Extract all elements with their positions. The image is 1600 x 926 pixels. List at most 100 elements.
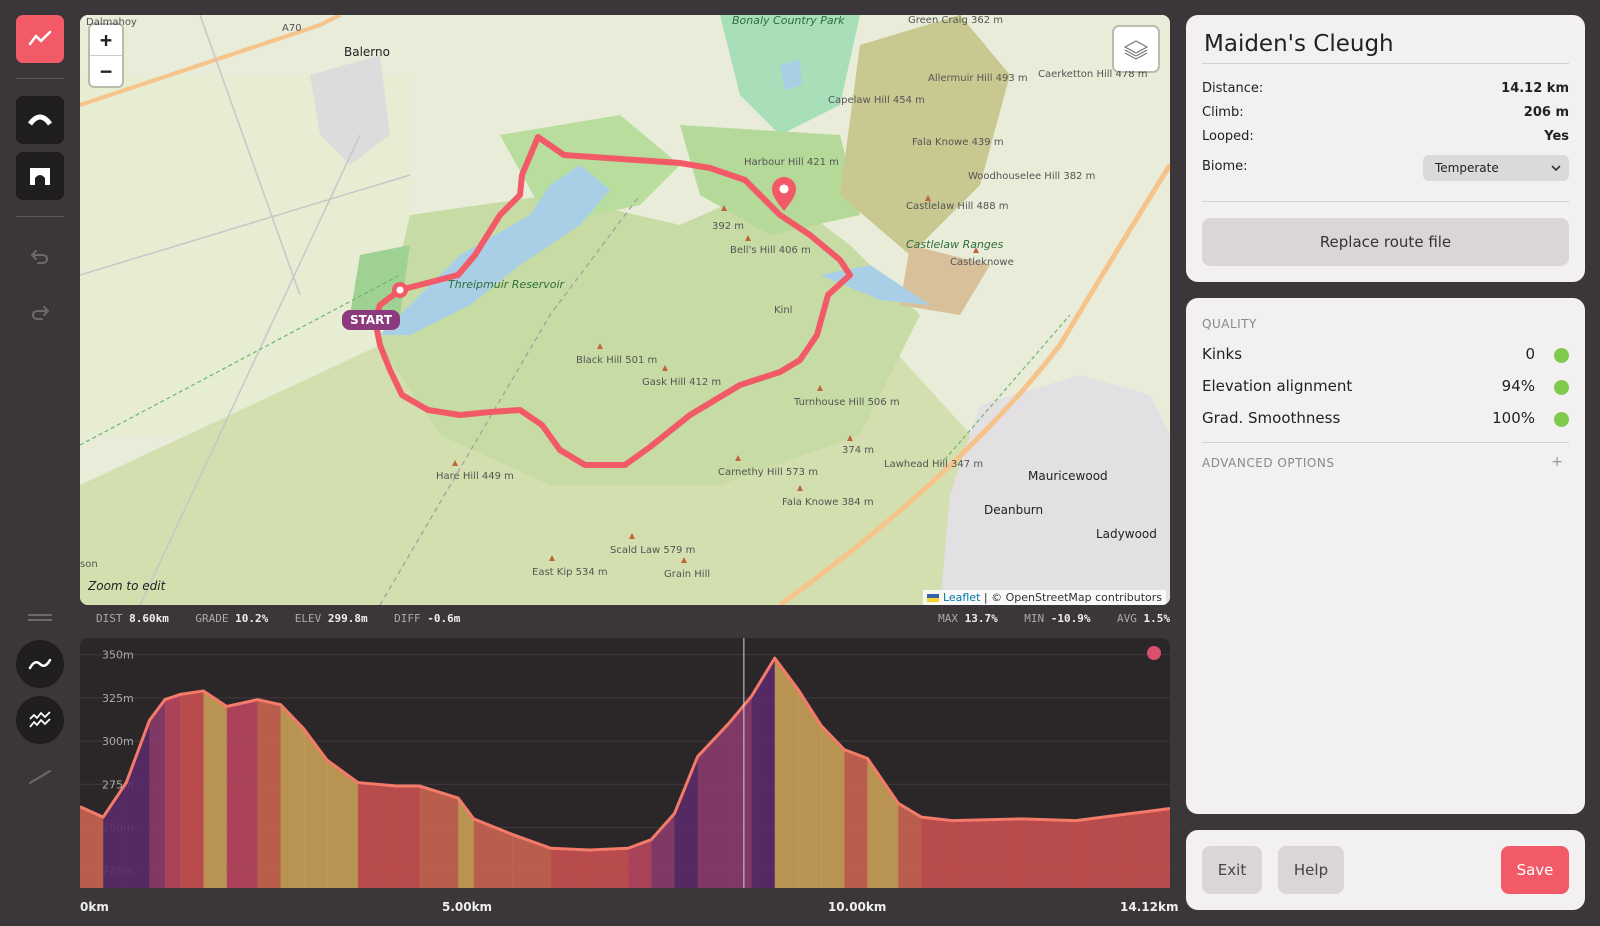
quality-name: Kinks: [1202, 345, 1243, 363]
map-place-label: Castlelaw Ranges: [906, 238, 1004, 251]
redo-icon: [32, 306, 49, 320]
map-place-label: Mauricewood: [1028, 469, 1108, 483]
smooth-curve-icon: [28, 658, 52, 670]
footer-panel: Exit Help Save: [1186, 830, 1585, 910]
map-place-label: Fala Knowe 384 m: [782, 497, 874, 508]
map-place-label: Green Craig 362 m: [908, 15, 1003, 26]
cursor-stats: DIST 8.60km GRADE 10.2% ELEV 299.8m DIFF…: [96, 612, 460, 625]
map-place-label: Dalmahoy: [86, 17, 137, 28]
zoom-in-button[interactable]: +: [90, 25, 122, 56]
grade-band: [628, 658, 652, 888]
x-tick-label: 10.00km: [827, 900, 887, 914]
grade-summary-stats: MAX 13.7% MIN -10.9% AVG 1.5%: [938, 612, 1170, 625]
map-place-label: Balerno: [344, 45, 390, 59]
map-place-label: Harbour Hill 421 m: [744, 157, 839, 168]
map-place-label: Lawhead Hill 347 m: [884, 459, 984, 470]
distance-row: Distance: 14.12 km: [1202, 81, 1569, 96]
distance-value: 14.12 km: [1501, 81, 1569, 96]
undo-button[interactable]: [16, 232, 64, 280]
map-place-label: 374 m: [842, 445, 875, 456]
quality-row-kinks: Kinks 0: [1202, 345, 1569, 365]
grade-band: [651, 658, 675, 888]
grade-band: [303, 658, 328, 888]
map-place-label: Gask Hill 412 m: [642, 377, 722, 388]
elevation-tool-button[interactable]: [16, 15, 64, 63]
distance-label: Distance:: [1202, 81, 1264, 96]
map-place-label: son: [80, 559, 98, 570]
flag-icon: [927, 594, 940, 602]
grade-band: [512, 658, 552, 888]
exit-button[interactable]: Exit: [1202, 846, 1262, 894]
stat-dist: DIST 8.60km: [96, 612, 169, 625]
y-tick-label: 325m: [102, 692, 134, 705]
quality-name: Grad. Smoothness: [1202, 409, 1341, 427]
quality-name: Elevation alignment: [1202, 377, 1353, 395]
quality-row-grad-smoothness: Grad. Smoothness 100%: [1202, 409, 1569, 429]
looped-value: Yes: [1544, 129, 1569, 144]
help-button[interactable]: Help: [1278, 846, 1344, 894]
grade-band: [280, 658, 305, 888]
redo-button[interactable]: [16, 288, 64, 336]
bridge-tool-button[interactable]: [16, 152, 64, 200]
elevation-chart[interactable]: 225m250m275m300m325m350m: [80, 638, 1170, 888]
looped-label: Looped:: [1202, 129, 1254, 144]
expand-plus-icon[interactable]: +: [1551, 454, 1563, 470]
map-place-label: Bell's Hill 406 m: [730, 245, 811, 256]
straight-line-icon: [29, 770, 51, 784]
grade-band: [458, 658, 475, 888]
grade-band: [180, 658, 205, 888]
quality-value: 0: [1525, 345, 1535, 363]
grade-band: [697, 658, 729, 888]
save-button[interactable]: Save: [1501, 846, 1569, 894]
noisy-profile-button[interactable]: [16, 696, 64, 744]
leaflet-link[interactable]: Leaflet: [942, 591, 981, 604]
map-place-label: A70: [282, 23, 302, 34]
map-place-label: Hare Hill 449 m: [436, 471, 514, 482]
status-indicator: [1554, 412, 1569, 427]
stat-grade: GRADE 10.2%: [195, 612, 269, 625]
quality-value: 94%: [1501, 377, 1535, 395]
record-indicator-icon: [1147, 646, 1161, 660]
y-tick-label: 300m: [102, 735, 134, 748]
map-place-label: Castleknowe: [950, 257, 1014, 268]
grade-band: [1129, 658, 1170, 888]
grade-band: [257, 658, 282, 888]
grade-band: [1021, 658, 1077, 888]
biome-select[interactable]: Temperate: [1423, 155, 1569, 181]
grade-band: [164, 658, 181, 888]
climb-value: 206 m: [1523, 105, 1569, 120]
quality-value: 100%: [1492, 409, 1535, 427]
y-tick-label: 350m: [102, 649, 134, 662]
stat-min: MIN -10.9%: [1024, 612, 1091, 625]
zoom-control: + −: [90, 25, 122, 86]
osm-attribution: | © OpenStreetMap contributors: [983, 591, 1162, 604]
map-place-label: Ladywood: [1096, 527, 1157, 541]
map-place-label: East Kip 534 m: [532, 567, 608, 578]
arch-tool-button[interactable]: [16, 96, 64, 144]
quality-panel: QUALITY Kinks 0 Elevation alignment 94% …: [1186, 298, 1585, 814]
map-tiles: [80, 15, 1170, 605]
noisy-profile-icon: [29, 711, 51, 728]
panel-resize-handle[interactable]: [16, 604, 64, 632]
smooth-curve-button[interactable]: [16, 640, 64, 688]
grade-band: [103, 658, 127, 888]
map-attribution: Leaflet | © OpenStreetMap contributors: [923, 590, 1166, 605]
stat-diff: DIFF -0.6m: [394, 612, 461, 625]
layers-button[interactable]: [1114, 27, 1158, 71]
stat-avg: AVG 1.5%: [1117, 612, 1170, 625]
grade-band: [203, 658, 228, 888]
route-map[interactable]: Balerno Bonaly Country Park Green Craig 36…: [80, 15, 1170, 605]
zoom-out-button[interactable]: −: [99, 59, 113, 83]
straight-line-button[interactable]: [16, 752, 64, 800]
replace-route-file-button[interactable]: Replace route file: [1202, 218, 1569, 266]
grade-band: [821, 658, 845, 888]
advanced-options-toggle[interactable]: ADVANCED OPTIONS: [1202, 456, 1335, 470]
grade-band: [751, 658, 776, 888]
biome-selected-value: Temperate: [1435, 161, 1499, 175]
route-title[interactable]: Maiden's Cleugh: [1204, 31, 1394, 57]
climb-row: Climb: 206 m: [1202, 105, 1569, 120]
map-place-label: Kinl: [774, 305, 793, 316]
map-place-label: Bonaly Country Park: [732, 15, 845, 27]
grade-band: [797, 658, 822, 888]
grade-band: [419, 658, 459, 888]
